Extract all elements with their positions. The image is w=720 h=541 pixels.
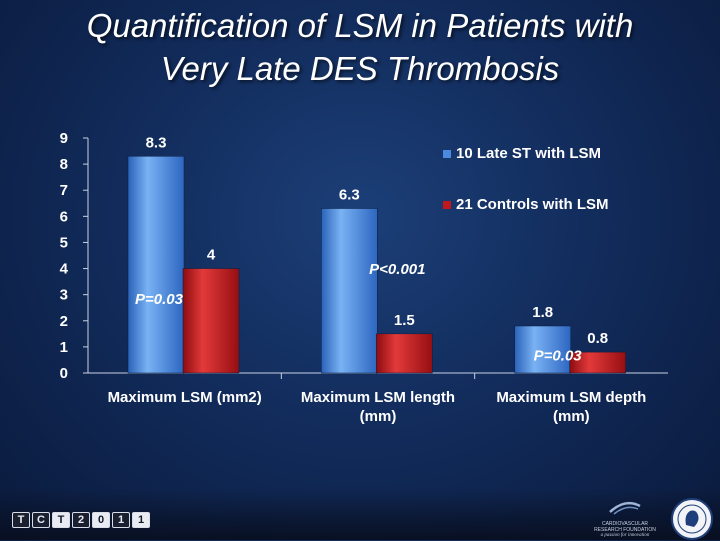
y-tick-label: 3 (60, 287, 68, 304)
crf-tagline: a passion for innovation (600, 533, 650, 538)
bar-controls (376, 333, 433, 374)
chart-legend: 10 Late ST with LSM 21 Controls with LSM (443, 145, 609, 213)
legend-swatch-controls (443, 201, 451, 209)
tct-logo-char: 2 (72, 512, 90, 528)
y-tick-label: 5 (60, 234, 68, 251)
p-value-annotation: P=0.03 (135, 291, 184, 308)
y-tick-label: 1 (60, 339, 68, 356)
data-label: 4 (207, 247, 216, 264)
slide-title-line-1: Quantification of LSM in Patients with (86, 7, 634, 44)
tct-logo-char: T (12, 512, 30, 528)
tct-logo-char: 1 (112, 512, 130, 528)
p-value-annotation: P=0.03 (534, 347, 583, 364)
data-label: 0.8 (587, 330, 608, 347)
x-category-label: Maximum LSM (mm2) (108, 389, 262, 406)
x-category-label: Maximum LSM length (301, 389, 455, 406)
data-label: 1.8 (532, 304, 553, 321)
bar-controls (569, 351, 626, 374)
y-tick-label: 7 (60, 182, 68, 199)
tct-logo-char: C (32, 512, 50, 528)
bar-late-st (321, 208, 378, 374)
y-tick-label: 0 (60, 365, 68, 382)
p-value-annotation: P<0.001 (369, 261, 425, 278)
y-tick-label: 4 (60, 261, 69, 278)
y-tick-label: 6 (60, 208, 68, 225)
tct-logo-char: T (52, 512, 70, 528)
tct-logo-char: 1 (132, 512, 150, 528)
y-tick-label: 2 (60, 313, 68, 330)
crf-logo: CARDIOVASCULAR RESEARCH FOUNDATION a pas… (590, 500, 660, 538)
bar-late-st (514, 325, 571, 374)
bar-controls (182, 268, 240, 374)
legend-label: 10 Late ST with LSM (456, 145, 601, 162)
x-category-label: (mm) (553, 408, 590, 425)
bar-late-st (127, 156, 185, 374)
chart-bars (127, 156, 626, 374)
chart-labels: 0 1 2 3 4 5 6 7 8 9 8.3 4 Maximum LSM (mm2) 6.3 1.5 Max… (60, 130, 647, 425)
crf-seal-icon (671, 498, 713, 540)
legend-label: 21 Controls with LSM (456, 196, 609, 213)
y-tick-label: 8 (60, 156, 68, 173)
legend-swatch-late-st (443, 150, 451, 158)
data-label: 6.3 (339, 187, 360, 204)
slide-title: Quantification of LSM in Patients with V… (0, 4, 720, 90)
data-label: 1.5 (394, 312, 415, 329)
tct-logo-char: 0 (92, 512, 110, 528)
slide-title-line-2: Very Late DES Thrombosis (160, 50, 560, 87)
x-category-label: (mm) (360, 408, 397, 425)
crf-name: CARDIOVASCULAR RESEARCH FOUNDATION (594, 521, 656, 533)
y-tick-label: 9 (60, 130, 68, 147)
crf-swoosh-icon (609, 501, 641, 515)
data-label: 8.3 (146, 134, 167, 151)
x-category-label: Maximum LSM depth (496, 389, 646, 406)
